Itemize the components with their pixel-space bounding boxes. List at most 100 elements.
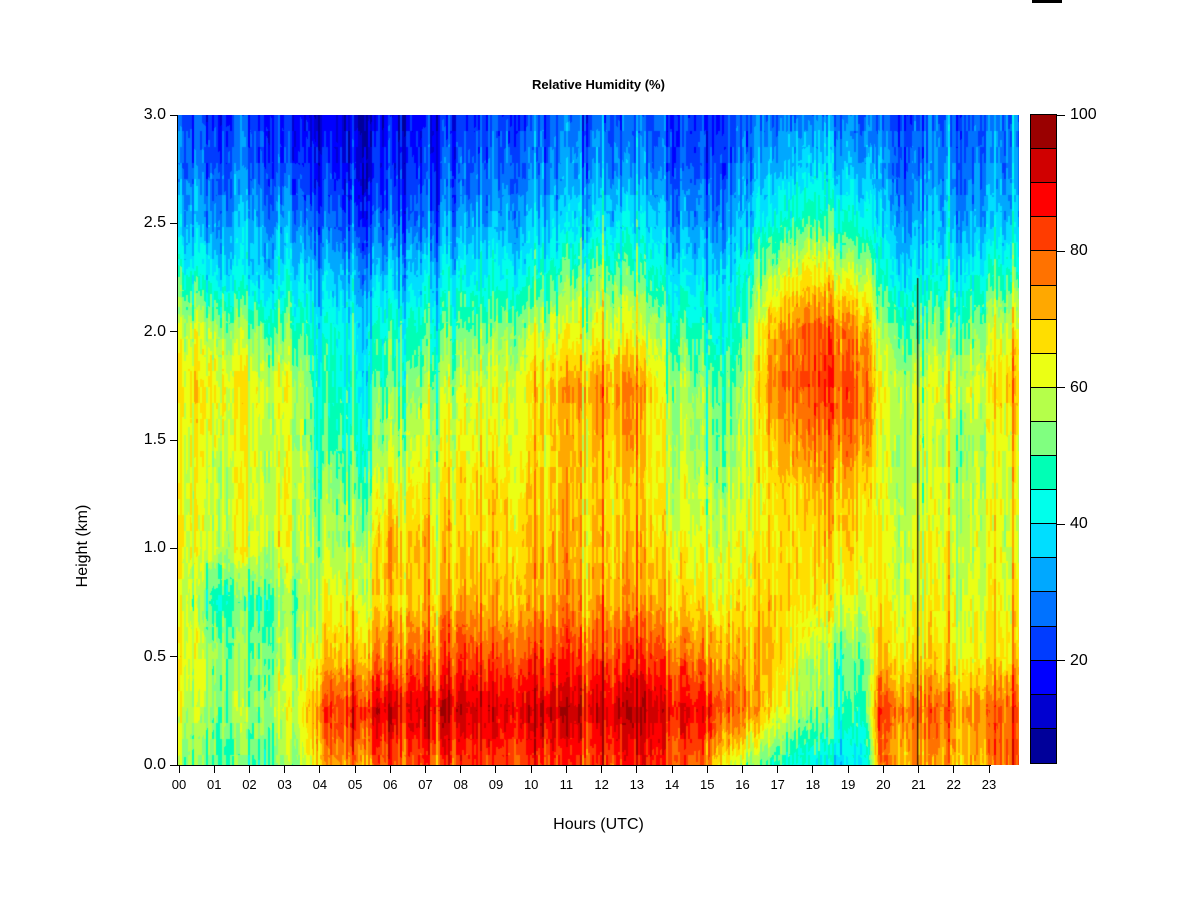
y-tick-label: 0.0 [143, 756, 166, 773]
x-tick-mark [248, 766, 250, 773]
colorbar-segment [1031, 456, 1056, 491]
colorbar-segment [1031, 660, 1056, 695]
x-tick-mark [882, 766, 884, 773]
x-tick-label: 19 [840, 777, 856, 792]
y-tick-mark [170, 439, 177, 441]
colorbar-tick-mark [1057, 660, 1065, 662]
x-tick-mark [918, 766, 920, 773]
y-tick-label: 2.0 [143, 322, 166, 340]
x-tick-mark [495, 766, 497, 773]
colorbar-segment [1031, 421, 1056, 457]
x-tick-label: 22 [946, 777, 962, 792]
y-tick-mark [170, 222, 177, 224]
plot-title: Relative Humidity (%) [532, 77, 665, 92]
x-tick-mark [601, 766, 603, 773]
x-tick-label: 04 [312, 777, 328, 792]
colorbar-segment [1031, 353, 1056, 388]
colorbar-segment [1031, 217, 1056, 252]
colorbar-segment [1031, 524, 1056, 559]
x-tick-mark [953, 766, 955, 773]
colorbar-tick-label: 80 [1070, 242, 1088, 260]
colorbar-segment [1031, 592, 1056, 627]
colorbar-segment [1031, 115, 1056, 150]
x-tick-mark [565, 766, 567, 773]
y-tick-mark [170, 547, 177, 549]
x-axis-label: Hours (UTC) [553, 816, 644, 833]
colorbar-tick-mark [1057, 387, 1065, 389]
colorbar-tick-mark [1057, 114, 1065, 116]
y-tick-label: 0.5 [143, 647, 166, 665]
y-tick-mark [170, 114, 177, 116]
x-tick-mark [636, 766, 638, 773]
x-tick-mark [354, 766, 356, 773]
colorbar-segment [1031, 694, 1056, 729]
colorbar-segment [1031, 387, 1056, 422]
x-tick-label: 17 [770, 777, 785, 792]
x-tick-label: 00 [171, 777, 187, 792]
colorbar-segment [1031, 319, 1056, 354]
colorbar-segment [1031, 285, 1056, 320]
colorbar-tick-label: 100 [1070, 106, 1097, 123]
y-axis-label: Height (km) [74, 504, 91, 588]
y-tick-label: 2.5 [143, 214, 166, 232]
x-tick-label: 03 [277, 777, 292, 792]
x-tick-mark [988, 766, 990, 773]
x-tick-label: 10 [523, 777, 539, 792]
colorbar-segment [1031, 490, 1056, 525]
colorbar-tick-label: 40 [1070, 515, 1088, 533]
x-tick-label: 21 [911, 777, 926, 792]
x-tick-mark [706, 766, 708, 773]
colorbar-segment [1031, 183, 1056, 218]
x-tick-mark [284, 766, 286, 773]
x-tick-label: 07 [418, 777, 433, 792]
x-tick-mark [671, 766, 673, 773]
x-tick-mark [777, 766, 779, 773]
x-tick-mark [530, 766, 532, 773]
screen-artifact-bar [1032, 0, 1062, 3]
x-tick-mark [741, 766, 743, 773]
colorbar-segment [1031, 251, 1056, 286]
y-tick-label: 1.5 [143, 431, 166, 448]
x-tick-mark [812, 766, 814, 773]
x-tick-mark [425, 766, 427, 773]
x-tick-label: 01 [206, 777, 222, 792]
x-tick-mark [319, 766, 321, 773]
colorbar-segment [1031, 149, 1056, 184]
y-tick-label: 3.0 [143, 106, 166, 123]
x-tick-label: 23 [981, 777, 997, 792]
x-tick-label: 09 [488, 777, 504, 792]
x-tick-label: 02 [242, 777, 257, 792]
y-tick-mark [170, 656, 177, 658]
y-tick-mark [170, 331, 177, 333]
x-axis-line [177, 765, 991, 766]
x-tick-label: 05 [347, 777, 363, 792]
colorbar [1030, 114, 1057, 764]
heatmap-canvas [178, 115, 1019, 765]
colorbar-segment [1031, 728, 1056, 763]
x-tick-label: 15 [700, 777, 715, 792]
colorbar-tick-label: 20 [1070, 651, 1088, 669]
x-tick-label: 14 [664, 777, 680, 792]
x-tick-mark [213, 766, 215, 773]
x-tick-label: 08 [453, 777, 468, 792]
colorbar-tick-mark [1057, 523, 1065, 525]
x-tick-mark [178, 766, 180, 773]
y-axis-line [177, 115, 178, 766]
x-tick-label: 13 [629, 777, 645, 792]
colorbar-segment [1031, 558, 1056, 593]
y-tick-mark [170, 764, 177, 766]
y-tick-label: 1.0 [143, 539, 166, 557]
colorbar-tick-mark [1057, 250, 1065, 252]
colorbar-segment [1031, 626, 1056, 661]
x-tick-mark [460, 766, 462, 773]
x-tick-label: 16 [735, 777, 750, 792]
x-tick-label: 11 [559, 777, 574, 792]
x-tick-label: 06 [383, 777, 398, 792]
x-tick-label: 12 [594, 777, 609, 792]
x-tick-label: 20 [876, 777, 891, 792]
x-tick-mark [847, 766, 849, 773]
x-tick-mark [389, 766, 391, 773]
colorbar-tick-label: 60 [1070, 378, 1088, 396]
x-tick-label: 18 [805, 777, 821, 792]
